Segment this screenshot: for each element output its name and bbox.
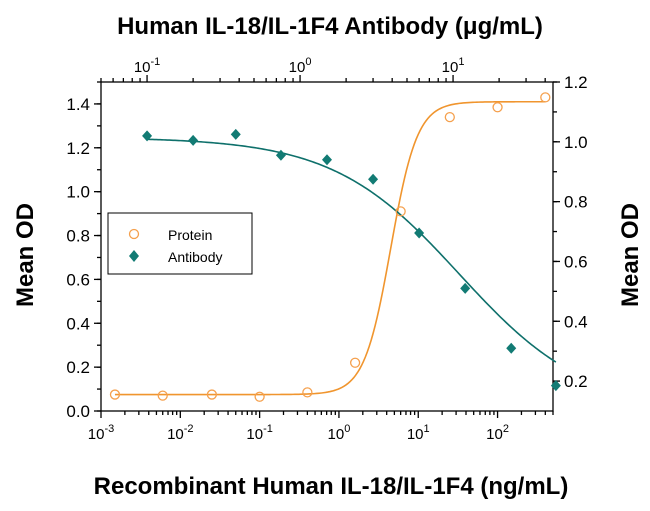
- x-axis-label: Recombinant Human IL-18/IL-1F4 (ng/mL): [94, 473, 569, 500]
- legend-marker-protein: [128, 228, 140, 240]
- x-axis-tick-label: 102: [486, 423, 509, 443]
- y2-axis-tick-label: 1.2: [564, 73, 588, 92]
- y2-axis-tick-label: 0.6: [564, 252, 588, 271]
- axes: 10-3 10-2 10-1 100 101 102 10-1 100 101 0.0 0.2 0.4…: [66, 56, 587, 443]
- y-axis-label: Mean OD: [12, 203, 39, 307]
- x2-axis-tick-label: 101: [442, 56, 465, 76]
- legend: Protein Antibody: [107, 212, 253, 275]
- fit-curves: [114, 100, 557, 396]
- x2-axis-tick-label: 10-1: [134, 56, 160, 76]
- data-point-protein: [349, 357, 361, 368]
- data-point-antibody: [368, 173, 379, 185]
- chart-title: Human IL-18/IL-1F4 Antibody (μg/mL): [117, 13, 543, 40]
- data-point-antibody: [188, 134, 199, 146]
- y-axis-tick-label: 0.2: [66, 358, 90, 377]
- x2-axis-tick-label: 100: [289, 56, 312, 76]
- legend-label-protein: Protein: [168, 227, 212, 243]
- data-point-protein: [492, 102, 503, 113]
- data-point-antibody: [506, 342, 517, 354]
- data-point-protein: [444, 111, 455, 123]
- y-axis-tick-label: 0.6: [66, 270, 90, 289]
- data-point-antibody: [414, 227, 425, 239]
- data-point-antibody: [142, 130, 153, 142]
- x-axis-tick-label: 101: [407, 423, 430, 443]
- data-point-protein: [302, 387, 313, 398]
- x-axis-tick-label: 10-2: [167, 423, 193, 443]
- data-point-antibody: [322, 154, 332, 166]
- data-point-protein: [206, 389, 218, 400]
- y-axis-tick-label: 1.2: [66, 139, 90, 158]
- y-axis-tick-label: 1.0: [66, 183, 90, 202]
- fit-curve-antibody: [147, 138, 557, 363]
- y-axis-tick-label: 1.4: [66, 95, 90, 114]
- data-point-antibody: [550, 380, 561, 392]
- legend-marker-antibody: [129, 250, 139, 262]
- y2-axis-tick-label: 0.2: [564, 372, 588, 391]
- data-point-antibody: [275, 149, 286, 161]
- data-point-protein: [395, 206, 406, 217]
- data-point-protein: [254, 391, 265, 402]
- y-axis-tick-label: 0.0: [66, 402, 90, 421]
- y2-axis-tick-label: 1.0: [564, 133, 588, 152]
- y2-axis-tick-label: 0.8: [564, 193, 588, 212]
- y2-axis-label: Mean OD: [617, 203, 644, 307]
- y-axis-tick-label: 0.8: [66, 227, 90, 246]
- data-points: [109, 92, 561, 402]
- data-point-protein: [109, 389, 121, 400]
- fit-curve-protein: [114, 100, 546, 396]
- legend-box: [107, 212, 253, 275]
- data-point-protein: [540, 92, 551, 103]
- y-axis-tick-label: 0.4: [66, 314, 90, 333]
- legend-label-antibody: Antibody: [168, 249, 222, 265]
- x-axis-tick-label: 10-1: [246, 423, 272, 443]
- data-point-antibody: [460, 282, 471, 294]
- data-point-protein: [157, 390, 168, 401]
- x-axis-tick-label: 10-3: [88, 423, 114, 443]
- y2-axis-tick-label: 0.4: [564, 312, 588, 331]
- x-axis-tick-label: 100: [328, 423, 351, 443]
- data-point-antibody: [230, 128, 241, 140]
